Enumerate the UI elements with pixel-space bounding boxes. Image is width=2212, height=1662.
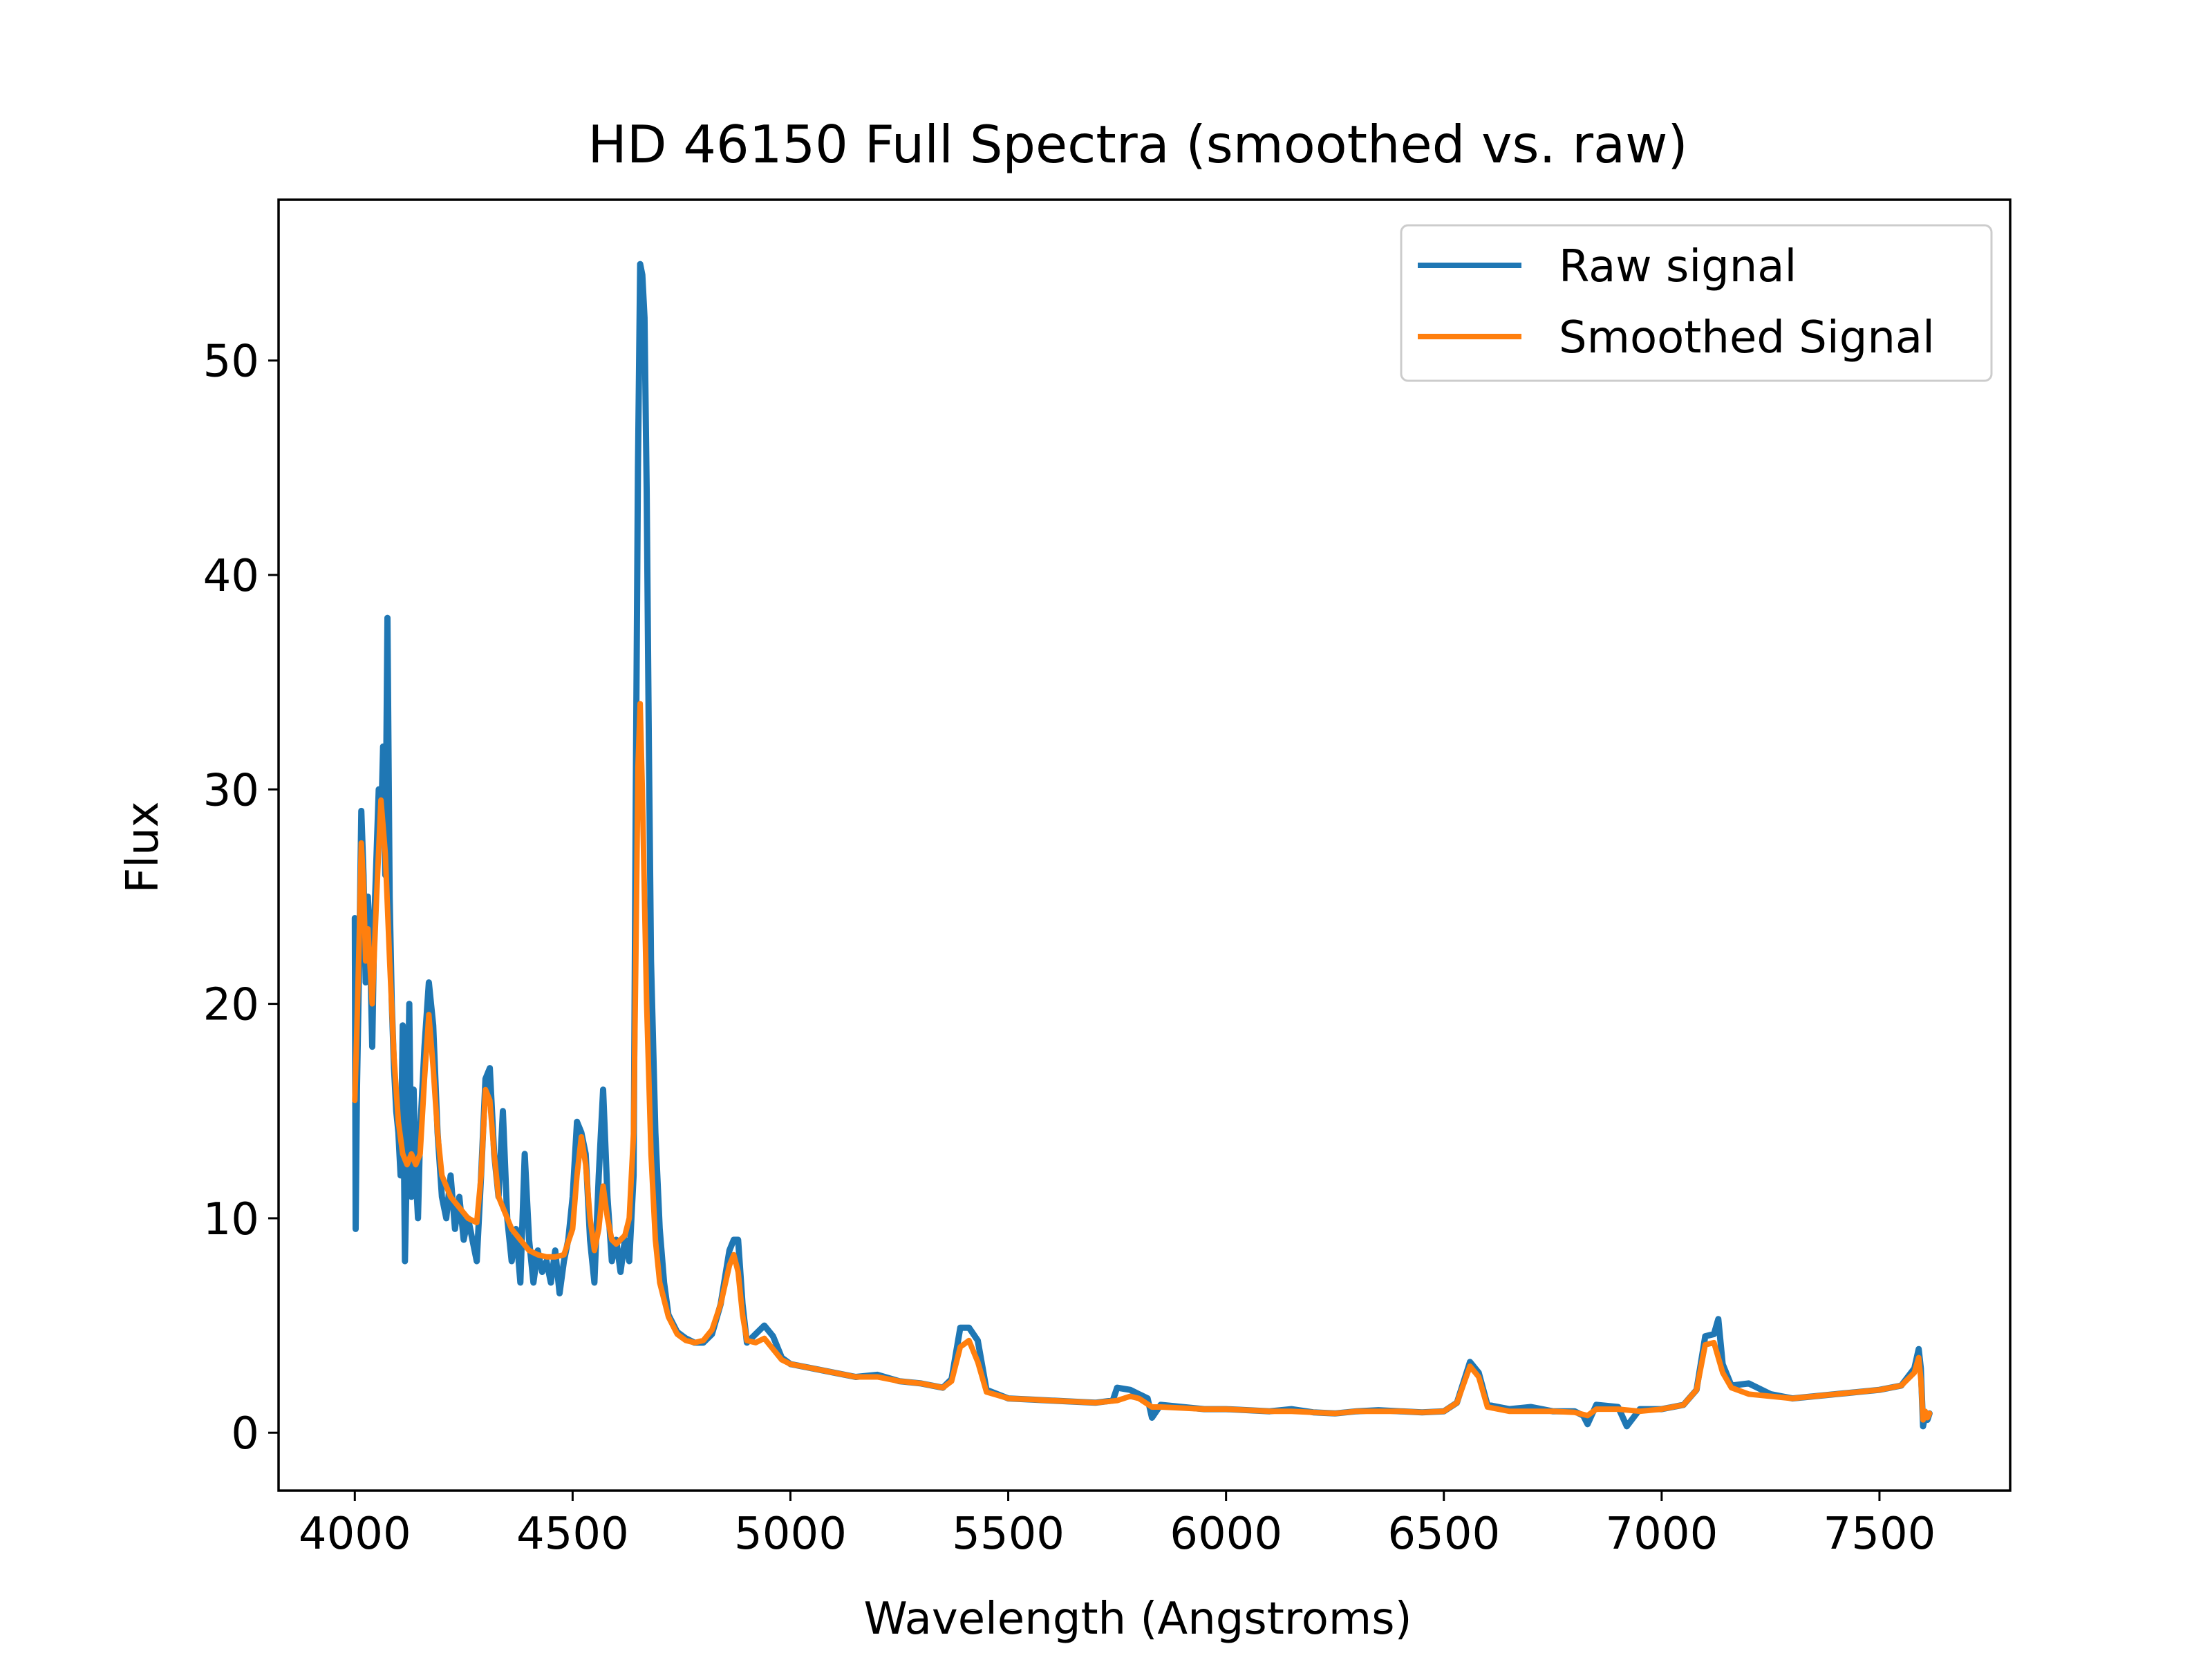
y-tick-label: 20: [203, 980, 259, 1031]
axes-frame: [277, 198, 2012, 1492]
x-tick-label: 5000: [734, 1509, 847, 1560]
x-tick-label: 6500: [1387, 1509, 1500, 1560]
legend-box: [1400, 224, 1993, 382]
x-axis-label: Wavelength (Angstroms): [863, 1594, 1412, 1645]
legend-label-smoothed-signal: Smoothed Signal: [1559, 312, 1935, 363]
x-tick-label: 5500: [952, 1509, 1065, 1560]
y-tick-label: 10: [203, 1194, 259, 1245]
plot-area: [351, 261, 1933, 1430]
chart-title: HD 46150 Full Spectra (smoothed vs. raw): [588, 114, 1687, 175]
x-tick-label: 6000: [1170, 1509, 1282, 1560]
y-tick-label: 30: [203, 765, 259, 816]
x-tick-label: 7000: [1605, 1509, 1718, 1560]
y-tick-label: 40: [203, 551, 259, 602]
legend-label-raw-signal: Raw signal: [1559, 241, 1797, 292]
x-tick-label: 4000: [299, 1509, 411, 1560]
series-line-smoothed-signal: [352, 701, 1933, 1423]
x-tick-label: 7500: [1824, 1509, 1936, 1560]
x-tick-label: 4500: [516, 1509, 629, 1560]
y-tick-label: 50: [203, 337, 259, 388]
y-tick-label: 0: [231, 1408, 259, 1460]
axes: 4000 4500 5000 5500 6000 6500 7000 7500 0 10 20 30 4…: [203, 198, 2012, 1560]
legend: Raw signal Smoothed Signal: [1400, 224, 1993, 382]
y-axis-label: Flux: [118, 801, 169, 893]
